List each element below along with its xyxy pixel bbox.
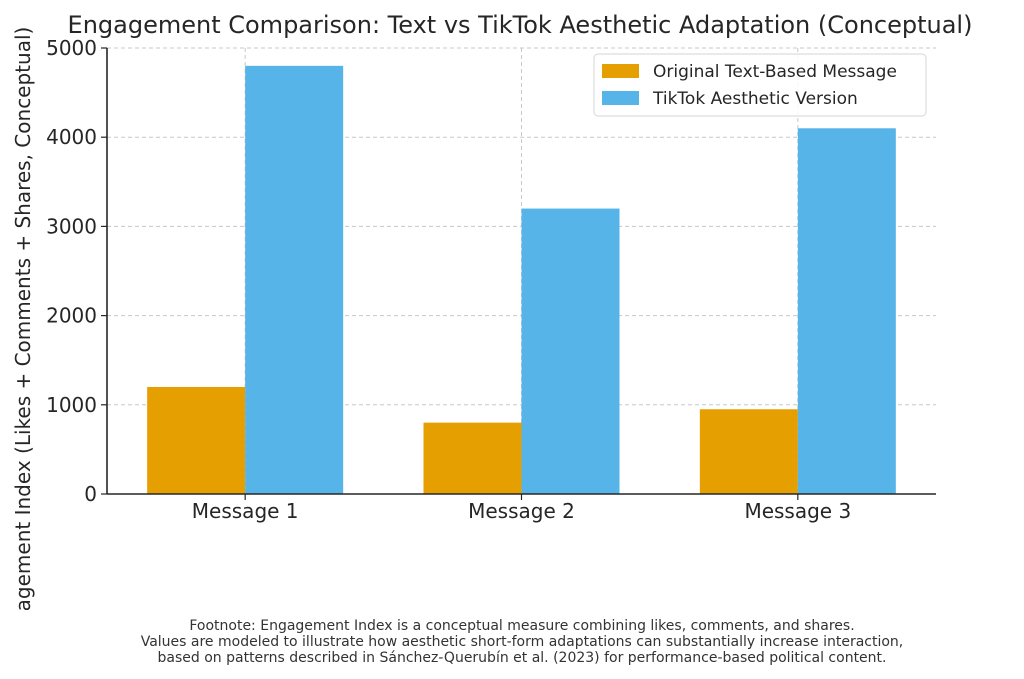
chart-title: Engagement Comparison: Text vs TikTok Ae…: [68, 11, 973, 39]
axes: 0 1000 2000 3000 4000 5000 Message 1 Message 2 M…: [46, 36, 936, 523]
bar-original-3: [699, 409, 798, 494]
y-tick-label: 5000: [46, 36, 97, 60]
legend-swatch: [602, 64, 639, 78]
bars: [147, 65, 896, 494]
footnote-line-3: based on patterns described in Sánchez-Q…: [157, 650, 887, 666]
engagement-bar-chart: 0 1000 2000 3000 4000 5000 Message 1 Message 2 M…: [11, 11, 973, 610]
bar-tiktok-3: [797, 128, 896, 494]
x-tick-label: Message 3: [744, 499, 851, 523]
bar-tiktok-2: [521, 208, 620, 494]
footnote-line-1: Footnote: Engagement Index is a conceptu…: [189, 618, 855, 634]
footnote: Footnote: Engagement Index is a conceptu…: [0, 618, 1024, 666]
y-tick-label: 1000: [46, 393, 97, 417]
bar-original-1: [147, 386, 246, 494]
bar-original-2: [423, 422, 522, 494]
bar-tiktok-1: [245, 65, 344, 494]
legend-box: [593, 53, 927, 117]
x-tick-label: Message 1: [192, 499, 299, 523]
y-axis-label: Engagement Index (Likes + Comments + Sha…: [11, 27, 35, 610]
y-tick-label: 2000: [46, 304, 97, 328]
legend-label: Original Text-Based Message: [653, 62, 897, 82]
legend-label: TikTok Aesthetic Version: [652, 89, 858, 109]
legend-swatch: [602, 91, 639, 105]
y-tick-label: 3000: [46, 214, 97, 238]
footnote-line-2: Values are modeled to illustrate how aes…: [140, 634, 904, 650]
y-tick-label: 0: [84, 482, 97, 506]
x-tick-label: Message 2: [468, 499, 575, 523]
y-tick-label: 4000: [46, 125, 97, 149]
legend: Original Text-Based Message TikTok Aesthe…: [593, 53, 927, 117]
